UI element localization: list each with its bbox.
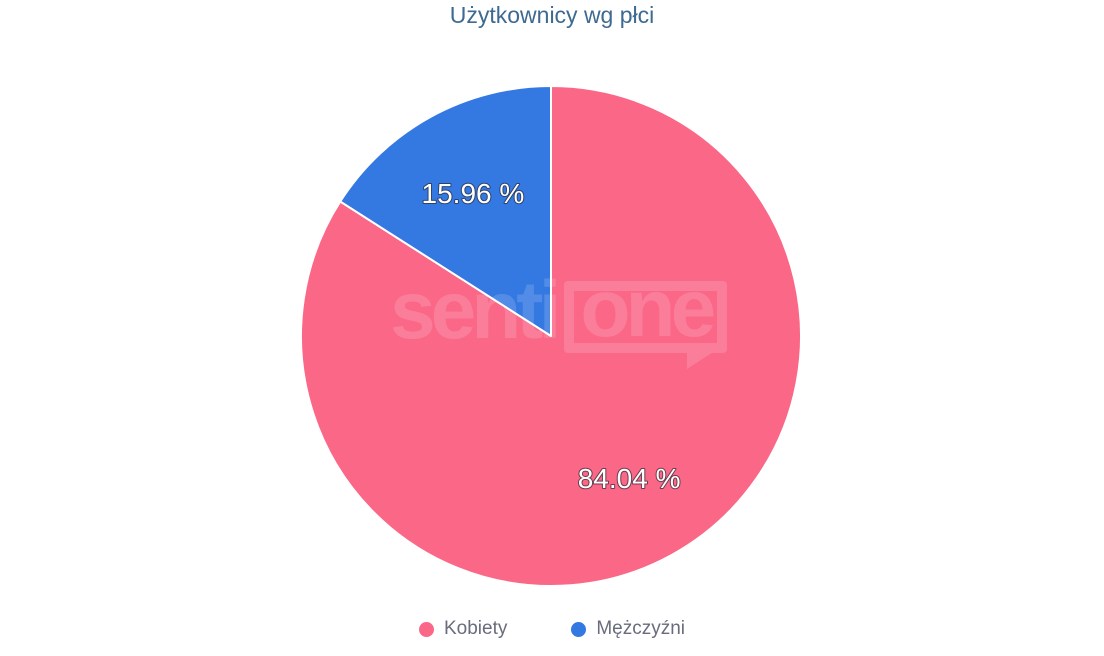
- legend-label-mezczyzni: Mężczyźni: [596, 618, 686, 639]
- chart-legend: Kobiety Mężczyźni: [0, 618, 1104, 640]
- pie-chart-svg: 84.04 %15.96 %: [300, 85, 803, 587]
- pie-slice-mezczyzni[interactable]: [339, 85, 552, 337]
- legend-label-kobiety: Kobiety: [443, 618, 508, 639]
- chart-title: Użytkownicy wg płci: [449, 2, 655, 28]
- legend-marker-kobiety-icon: [418, 621, 434, 637]
- legend-marker-mezczyzni-icon: [571, 621, 587, 637]
- legend-item-mezczyzni[interactable]: Mężczyźni: [571, 618, 685, 640]
- legend-item-kobiety[interactable]: Kobiety: [418, 618, 508, 640]
